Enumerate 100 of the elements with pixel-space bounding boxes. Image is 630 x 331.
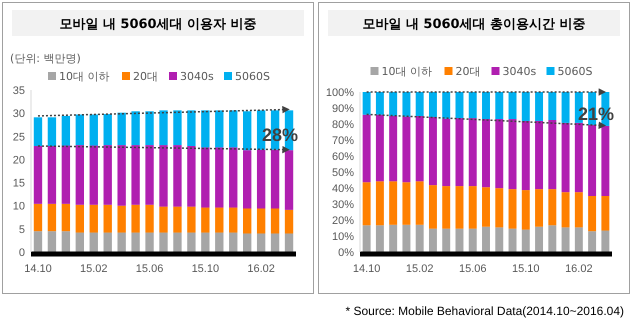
y-tick-label: 30% (332, 199, 354, 211)
bar (187, 206, 196, 233)
bar (495, 119, 504, 188)
bar (482, 187, 490, 227)
bar (145, 145, 154, 205)
bar (145, 111, 154, 146)
x-tick-label: 15.10 (192, 263, 220, 275)
bar (601, 230, 610, 252)
bar (562, 122, 570, 192)
y-tick-label: 10% (332, 231, 354, 243)
x-tick-label: 15.02 (406, 263, 434, 275)
legend-label: 20대 (133, 70, 158, 83)
bar (588, 124, 596, 196)
bar (131, 204, 140, 233)
bar (62, 231, 70, 252)
bar (416, 116, 424, 182)
bar (76, 204, 84, 233)
y-tick-label: 100% (326, 87, 354, 99)
bar (173, 232, 182, 252)
bar (535, 226, 544, 252)
bar (428, 185, 437, 229)
bar (468, 228, 477, 252)
bar (270, 150, 280, 208)
y-tick-label: 20% (332, 215, 354, 227)
y-tick-label: 35 (12, 85, 25, 97)
bar (215, 147, 224, 208)
bar (389, 181, 398, 225)
bar (562, 192, 570, 228)
bar (442, 118, 450, 186)
bar (416, 92, 424, 116)
bar (548, 92, 556, 120)
bar (548, 189, 556, 226)
legend-label: 20대 (456, 65, 480, 78)
bar (215, 110, 224, 148)
bar (173, 145, 182, 207)
bar (522, 120, 530, 190)
bar (76, 114, 84, 146)
bar (535, 92, 544, 121)
x-tick-label: 14.10 (24, 263, 52, 275)
bar (389, 116, 398, 182)
bar (482, 92, 490, 120)
bar (548, 225, 556, 252)
x-tick-label: 15.02 (80, 263, 108, 275)
x-tick-label: 16.02 (565, 263, 593, 275)
bar (270, 208, 280, 234)
bar (48, 117, 56, 146)
bar (159, 232, 168, 252)
bar (428, 228, 437, 252)
bar (173, 206, 182, 233)
bar (562, 92, 570, 123)
y-tick-label: 60% (332, 151, 354, 163)
bar (34, 204, 42, 232)
bar (76, 232, 84, 252)
bar (428, 116, 437, 186)
bar (117, 232, 126, 252)
bar (104, 114, 112, 146)
bar (535, 189, 544, 227)
bar (376, 92, 384, 115)
bar (508, 119, 517, 190)
bar (62, 116, 70, 146)
bar (601, 126, 610, 196)
bar (187, 232, 196, 252)
bar (159, 110, 168, 146)
bar (229, 110, 238, 148)
bar (243, 111, 252, 150)
bar (284, 210, 294, 234)
bar (442, 228, 450, 252)
bar (145, 232, 154, 252)
bar (243, 150, 252, 208)
bar (574, 122, 583, 192)
bar (131, 145, 140, 205)
bar (90, 232, 98, 252)
bar (229, 232, 238, 252)
bar (522, 230, 530, 252)
x-tick-label: 15.10 (512, 263, 540, 275)
bar (173, 110, 182, 146)
bar (243, 233, 252, 252)
bar (442, 92, 450, 119)
bar (201, 147, 210, 208)
y-tick-label: 20 (12, 154, 25, 166)
bar (48, 231, 56, 252)
legend-label: 10대 이하 (59, 70, 110, 83)
bar (48, 146, 56, 204)
bar (256, 150, 266, 208)
bar (90, 114, 98, 146)
bar (62, 204, 70, 232)
legend-label: 5060S (235, 70, 270, 83)
y-tick-label: 0 (18, 247, 25, 259)
bar (284, 150, 294, 210)
bar (402, 92, 410, 117)
legend-label: 3040s (180, 70, 214, 83)
bar (362, 114, 371, 182)
bar (48, 204, 56, 232)
bar (588, 196, 596, 232)
bar (482, 226, 490, 252)
y-tick-label: 5 (18, 224, 25, 236)
bar (495, 188, 504, 228)
bar (159, 206, 168, 233)
bar (376, 181, 384, 226)
bar (601, 196, 610, 231)
